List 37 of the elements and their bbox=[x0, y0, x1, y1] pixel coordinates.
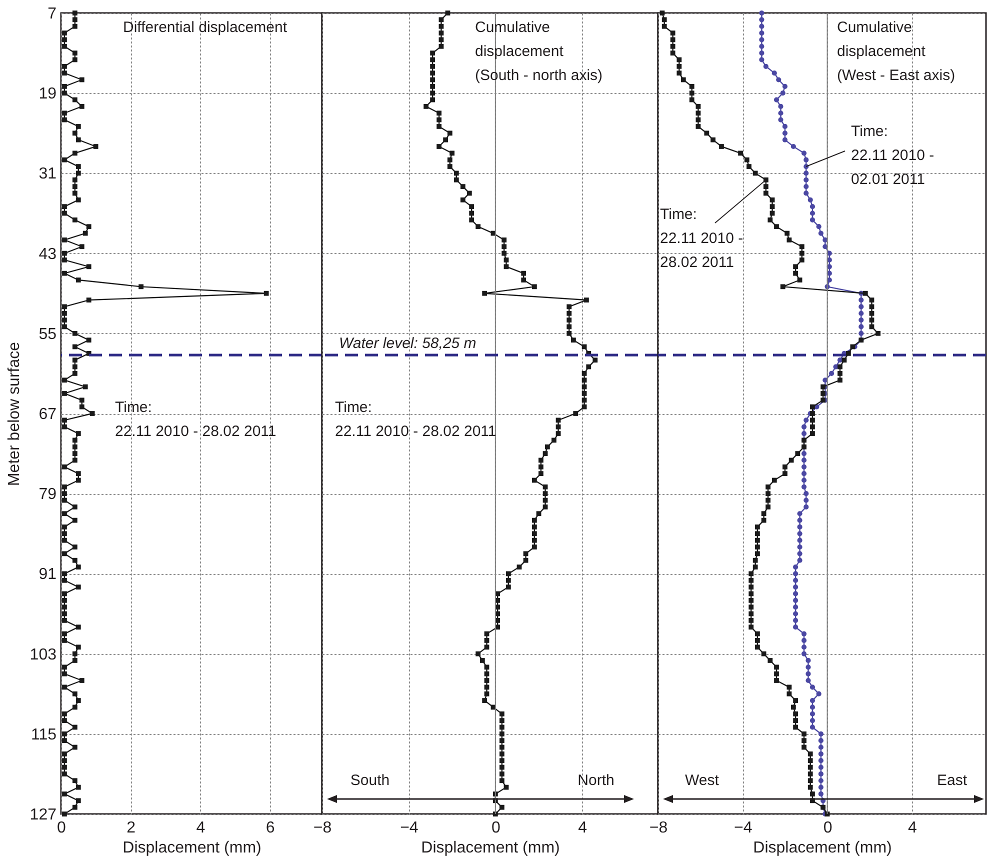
x-tick-label: −8 bbox=[313, 820, 332, 836]
y-tick-label: 103 bbox=[30, 646, 57, 664]
y-tick-label: 31 bbox=[38, 166, 57, 183]
x-tick-label: 6 bbox=[266, 820, 275, 836]
annotation: Time: 22.11 2010 - 28.02 2011 bbox=[115, 399, 276, 440]
y-tick-label: 67 bbox=[38, 406, 57, 423]
x-axis-title: Displacement (mm) bbox=[122, 840, 262, 856]
y-tick-label: 19 bbox=[38, 86, 57, 103]
x-tick-label: 4 bbox=[578, 820, 588, 836]
annotation: East bbox=[936, 772, 968, 789]
x-axis-title: Displacement (mm) bbox=[753, 840, 892, 856]
x-tick-label: 2 bbox=[126, 820, 136, 836]
y-axis-title: Meter below surface bbox=[6, 342, 23, 486]
annotation: Time: 22.11 2010 - 02.01 2011 bbox=[851, 123, 934, 188]
x-tick-label: 4 bbox=[908, 820, 917, 836]
annotation: West bbox=[685, 772, 720, 789]
x-tick-label: 4 bbox=[196, 820, 206, 836]
chart-title: Differential displacement bbox=[123, 19, 288, 36]
y-tick-label: 127 bbox=[30, 806, 57, 824]
text: Cumulative displacement (West - East axis) bbox=[837, 19, 956, 84]
x-tick-label: 0 bbox=[57, 820, 66, 836]
x-axis-title: Displacement (mm) bbox=[421, 840, 560, 856]
x-tick-label: −4 bbox=[734, 820, 752, 836]
x-tick-label: 0 bbox=[823, 820, 832, 836]
y-tick-label: 91 bbox=[38, 566, 57, 584]
y-tick-label: 79 bbox=[38, 486, 57, 504]
annotation: Time: 22.11 2010 - 28.02 2011 bbox=[660, 206, 744, 271]
x-tick-label: −8 bbox=[649, 820, 668, 836]
y-tick-label: 7 bbox=[48, 6, 57, 22]
y-tick-label: 43 bbox=[38, 246, 57, 263]
x-tick-label: 0 bbox=[491, 820, 500, 836]
y-tick-label: 115 bbox=[30, 726, 57, 744]
ref-line-label: Water level: 58,25 m bbox=[339, 335, 476, 352]
y-tick-label: 55 bbox=[38, 326, 57, 343]
x-tick-label: −4 bbox=[400, 820, 418, 836]
annotation: South bbox=[350, 772, 390, 789]
annotation: North bbox=[578, 772, 614, 789]
